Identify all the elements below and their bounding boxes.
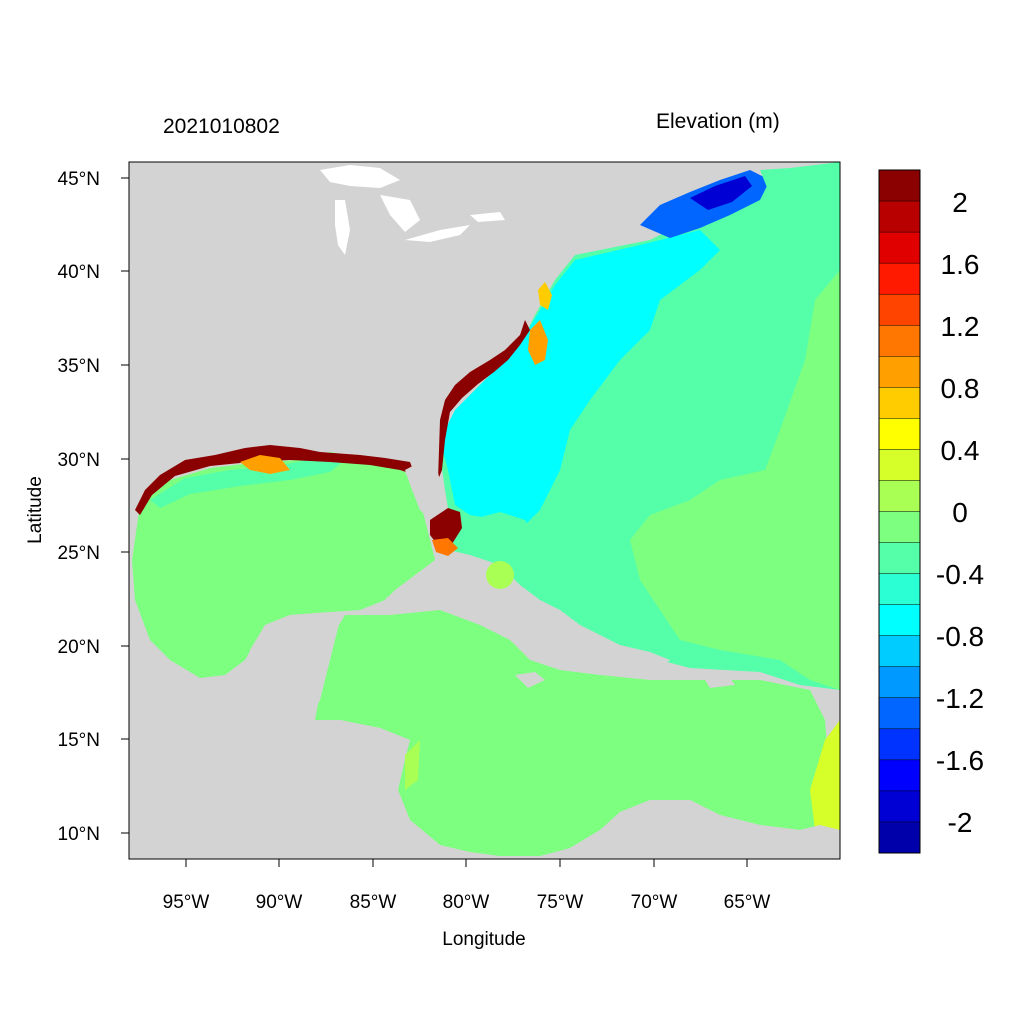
y-tick-label: 45°N (58, 169, 100, 190)
y-tick-label: 20°N (58, 637, 100, 658)
colorbar-swatch (879, 387, 920, 419)
chesapeake-surge (528, 320, 548, 365)
honduras-patch (405, 740, 420, 790)
x-tick-label: 80°W (443, 892, 490, 913)
colorbar-label: -0.4 (936, 559, 984, 590)
colorbar-swatch (879, 232, 920, 264)
central-america (129, 720, 440, 859)
y-tick-label: 40°N (58, 262, 100, 283)
colorbar (878, 169, 921, 854)
colorbar-swatch (879, 728, 920, 761)
y-tick-labels: 45°N 40°N 35°N 30°N 25°N 20°N 15°N 10°N (58, 169, 100, 845)
timestamp-title: 2021010802 (163, 115, 280, 138)
colorbar-swatch (879, 201, 920, 233)
east-caribbean-patch (810, 720, 840, 858)
colorbar-swatch (879, 573, 920, 606)
colorbar-swatch (879, 635, 920, 668)
colorbar-swatch (879, 263, 920, 295)
colorbar-swatch (879, 480, 920, 512)
colorbar-border (878, 169, 921, 854)
colorbar-label: 0 (952, 497, 968, 528)
x-tick-label: 65°W (724, 892, 771, 913)
ocean-east-band (630, 270, 840, 690)
colorbar-swatch (879, 511, 920, 544)
lake-huron (380, 195, 420, 232)
cuba-island (385, 588, 590, 642)
map-panel (128, 161, 841, 860)
x-tick-labels: 95°W 90°W 85°W 80°W 75°W 70°W 65°W (163, 892, 771, 913)
hispaniola-island (590, 645, 670, 668)
x-axis (185, 859, 748, 867)
louisiana-surge (240, 455, 290, 474)
y-tick-label: 25°N (58, 543, 100, 564)
florida-surge-edge (432, 538, 458, 556)
y-tick-label: 10°N (58, 824, 100, 845)
colorbar-label: 2 (952, 187, 968, 218)
florida-surge (430, 508, 462, 548)
colorbar-label: 1.2 (941, 311, 980, 342)
colorbar-title: Elevation (m) (656, 110, 780, 133)
gulf-of-mexico (132, 452, 435, 678)
colorbar-label: -1.6 (936, 745, 984, 776)
caribbean-sea (315, 610, 828, 856)
x-tick-label: 90°W (256, 892, 303, 913)
yucatan-peninsula (245, 612, 340, 720)
colorbar-label: 1.6 (941, 249, 980, 280)
bahamas-shelf (470, 512, 610, 615)
colorbar-swatch (879, 666, 920, 699)
gulf-stream-region (440, 230, 720, 530)
colorbar-swatch (879, 790, 920, 823)
x-axis-title: Longitude (442, 929, 525, 950)
colorbar-swatch (879, 697, 920, 730)
colorbar-swatch (879, 356, 920, 388)
delaware-surge (538, 282, 552, 310)
colorbar-label: -1.2 (936, 683, 984, 714)
lake-ontario (470, 212, 505, 222)
jamaica-island (515, 672, 545, 688)
colorbar-label: 0.8 (941, 373, 980, 404)
south-america (540, 800, 840, 859)
colorbar-swatch (879, 325, 920, 357)
puerto-rico-island (705, 678, 735, 688)
gulf-coast-surge (135, 445, 415, 515)
x-tick-label: 95°W (163, 892, 210, 913)
colorbar-swatch (879, 418, 920, 450)
x-tick-label: 70°W (631, 892, 678, 913)
northeast-low-core (690, 176, 752, 210)
bahamas-bank (486, 561, 514, 589)
colorbar-label: -2 (948, 807, 973, 838)
colorbar-swatch (879, 170, 920, 202)
lake-superior (320, 165, 400, 188)
colorbar-label: -0.8 (936, 621, 984, 652)
gulf-shelf-north (150, 456, 350, 508)
lake-erie (405, 225, 470, 242)
y-axis (121, 177, 129, 834)
lake-michigan (335, 200, 350, 255)
y-tick-label: 15°N (58, 730, 100, 751)
x-tick-label: 75°W (537, 892, 584, 913)
y-tick-label: 30°N (58, 450, 100, 471)
map-frame (128, 161, 841, 860)
colorbar-swatch (879, 449, 920, 481)
colorbar-swatch (879, 542, 920, 575)
x-tick-label: 85°W (350, 892, 397, 913)
colorbar-label: 0.4 (941, 435, 980, 466)
y-tick-label: 35°N (58, 356, 100, 377)
y-axis-title: Latitude (25, 476, 46, 544)
colorbar-labels: 2 1.6 1.2 0.8 0.4 0 -0.4 -0.8 -1.2 -1.6 … (936, 187, 984, 838)
florida-peninsula (405, 462, 440, 520)
colorbar-swatch (879, 821, 920, 854)
gulf-of-st-lawrence-edge (760, 162, 840, 200)
southeast-coast-surge (438, 320, 530, 480)
colorbar-swatch (879, 294, 920, 326)
colorbar-swatch (879, 759, 920, 792)
colorbar-swatch (879, 604, 920, 637)
